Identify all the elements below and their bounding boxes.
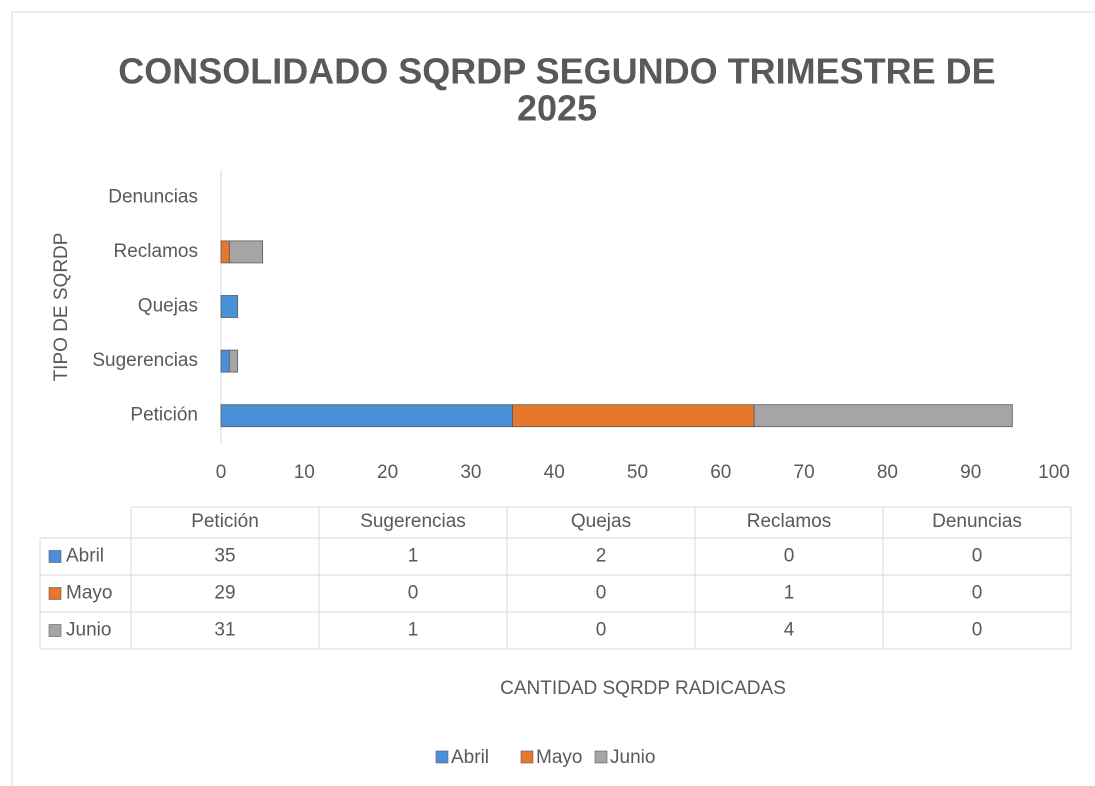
bar-segment bbox=[753, 404, 1013, 428]
table-cell: 1 bbox=[408, 620, 419, 641]
legend-label: Mayo bbox=[536, 747, 582, 768]
table-cell: 31 bbox=[214, 620, 235, 641]
table-legend-key bbox=[48, 550, 62, 563]
x-tick-label: 20 bbox=[377, 462, 398, 483]
table-row-label: Junio bbox=[66, 620, 111, 641]
legend-key bbox=[520, 750, 534, 764]
table-header: Petición bbox=[191, 511, 259, 532]
x-tick-label: 0 bbox=[216, 462, 227, 483]
y-tick-label: Sugerencias bbox=[92, 350, 198, 371]
x-tick-label: 90 bbox=[960, 462, 981, 483]
table-cell: 0 bbox=[972, 546, 983, 567]
x-tick-label: 60 bbox=[710, 462, 731, 483]
table-cell: 0 bbox=[408, 583, 419, 604]
bar-segment bbox=[220, 295, 239, 318]
table-cell: 29 bbox=[214, 583, 235, 604]
y-tick-label: Quejas bbox=[138, 296, 198, 317]
table-legend-key bbox=[48, 624, 62, 637]
table-legend-key bbox=[48, 587, 62, 600]
x-tick-label: 50 bbox=[627, 462, 648, 483]
table-cell: 0 bbox=[972, 583, 983, 604]
table-cell: 1 bbox=[408, 546, 419, 567]
bar-segment bbox=[512, 404, 755, 428]
table-cell: 0 bbox=[596, 583, 607, 604]
legend-key bbox=[435, 750, 449, 764]
table-cell: 0 bbox=[972, 620, 983, 641]
y-tick-label: Denuncias bbox=[108, 186, 198, 207]
bar-segment bbox=[228, 349, 239, 373]
bar-segment bbox=[228, 240, 264, 264]
table-cell: 0 bbox=[784, 546, 795, 567]
table-row-label: Mayo bbox=[66, 583, 112, 604]
bar-segment bbox=[220, 404, 513, 428]
chart-title: CONSOLIDADO SQRDP SEGUNDO TRIMESTRE DE bbox=[118, 51, 995, 92]
x-tick-label: 80 bbox=[877, 462, 898, 483]
x-axis-title: CANTIDAD SQRDP RADICADAS bbox=[500, 678, 786, 699]
table-cell: 0 bbox=[596, 620, 607, 641]
table-cell: 1 bbox=[784, 583, 795, 604]
legend-key bbox=[594, 750, 608, 764]
x-tick-label: 40 bbox=[544, 462, 565, 483]
y-tick-label: Reclamos bbox=[114, 241, 198, 262]
table-header: Reclamos bbox=[747, 511, 831, 532]
table-cell: 2 bbox=[596, 546, 607, 567]
x-tick-label: 10 bbox=[294, 462, 315, 483]
table-cell: 4 bbox=[784, 620, 795, 641]
table-header: Denuncias bbox=[932, 511, 1022, 532]
y-axis-title: TIPO DE SQRDP bbox=[51, 233, 72, 382]
legend-label: Junio bbox=[610, 747, 655, 768]
bar-segment bbox=[220, 349, 230, 373]
y-tick-label: Petición bbox=[130, 405, 198, 426]
table-cell: 35 bbox=[214, 546, 235, 567]
chart-title: 2025 bbox=[517, 88, 597, 129]
bar-segment bbox=[220, 240, 230, 264]
table-row-label: Abril bbox=[66, 546, 104, 567]
x-tick-label: 30 bbox=[460, 462, 481, 483]
x-tick-label: 70 bbox=[794, 462, 815, 483]
x-tick-label: 100 bbox=[1038, 462, 1070, 483]
table-header: Quejas bbox=[571, 511, 631, 532]
table-header: Sugerencias bbox=[360, 511, 466, 532]
legend-label: Abril bbox=[451, 747, 489, 768]
